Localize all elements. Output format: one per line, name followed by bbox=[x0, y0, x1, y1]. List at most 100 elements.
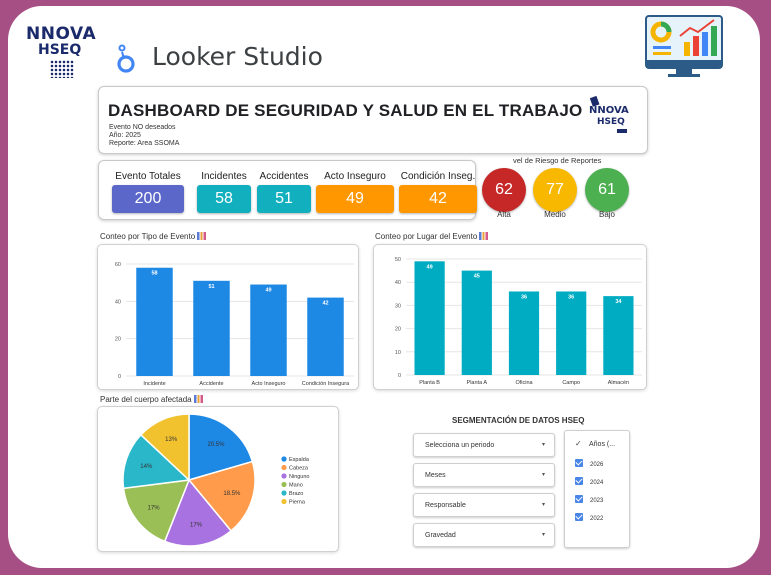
years-header: Años (... bbox=[589, 441, 616, 448]
x-tick-label: Accidente bbox=[199, 381, 223, 387]
checkbox-checked-icon[interactable] bbox=[575, 459, 583, 467]
x-tick-label: Condición Insegura bbox=[302, 381, 350, 387]
chart-tipo-card[interactable]: 0 20 40 60 58 Incidente 51 Accidente 49 Acto Inse… bbox=[97, 244, 359, 390]
kpi-label: Evento Totales bbox=[115, 171, 181, 182]
data-label: 58 bbox=[151, 271, 157, 277]
chart-tipo-svg: 0 20 40 60 58 Incidente 51 Accidente 49 Acto Inse… bbox=[115, 262, 354, 387]
header-logo: NNOVA HSEQ bbox=[587, 95, 633, 139]
header-meta-event: Evento NO deseados bbox=[109, 124, 176, 131]
risk-value: 62 bbox=[482, 168, 526, 212]
slice-label: 13% bbox=[165, 437, 178, 443]
checkbox-checked-icon[interactable] bbox=[575, 495, 583, 503]
risk-alta: 62 Alta bbox=[482, 168, 526, 219]
data-label: 34 bbox=[615, 299, 622, 305]
year-option[interactable]: 2024 bbox=[575, 477, 603, 486]
dashboard-header: DASHBOARD DE SEGURIDAD Y SALUD EN EL TRA… bbox=[98, 86, 648, 154]
bar bbox=[307, 297, 344, 376]
period-dropdown[interactable]: Selecciona un periodo ▾ bbox=[413, 433, 555, 457]
y-tick-label: 40 bbox=[395, 280, 401, 286]
years-select-all[interactable]: ✓ Años (... bbox=[575, 439, 615, 448]
pie-slice bbox=[139, 413, 190, 482]
legend-label: Ninguno bbox=[289, 474, 310, 480]
bar bbox=[461, 270, 492, 375]
legend-label: Espalda bbox=[289, 457, 310, 463]
header-logo-line2: HSEQ bbox=[597, 117, 625, 127]
chart-icon bbox=[197, 232, 207, 240]
bar bbox=[414, 261, 445, 375]
dropdown-label: Gravedad bbox=[425, 532, 456, 539]
kpi-panel: Evento Totales 200 Incidentes 58 Acciden… bbox=[98, 160, 477, 220]
chart-lugar-svg: 0 10 20 30 40 50 49 Planta B 45 Planta A 36 Oficina… bbox=[395, 257, 642, 386]
x-tick-label: Incidente bbox=[143, 381, 165, 387]
chart-lugar-title: Conteo por Lugar del Evento bbox=[375, 232, 489, 241]
legend-label: Cabeza bbox=[289, 466, 309, 472]
slice-label: 14% bbox=[140, 464, 153, 470]
chart-cuerpo-title: Parte del cuerpo afectada bbox=[100, 395, 203, 404]
data-label: 49 bbox=[265, 288, 271, 294]
legend-swatch bbox=[281, 456, 287, 462]
chart-tipo-title-text: Conteo por Tipo de Evento bbox=[100, 232, 196, 241]
year-label: 2024 bbox=[590, 480, 604, 486]
x-tick-label: Planta A bbox=[467, 380, 488, 386]
slice-label: 17% bbox=[148, 506, 161, 512]
checkbox-checked-icon[interactable] bbox=[575, 477, 583, 485]
pie-slice bbox=[187, 460, 256, 532]
logo-circuit-icon bbox=[50, 60, 74, 78]
looker-studio-icon bbox=[117, 44, 135, 73]
legend-label: Pierna bbox=[289, 500, 306, 506]
year-label: 2022 bbox=[590, 516, 604, 522]
gravedad-dropdown[interactable]: Gravedad ▾ bbox=[413, 523, 555, 547]
data-label: 49 bbox=[427, 264, 433, 270]
check-icon: ✓ bbox=[575, 439, 582, 448]
x-tick-label: Planta B bbox=[419, 380, 440, 386]
risk-medio: 77 Medio bbox=[533, 168, 577, 219]
bar bbox=[136, 267, 173, 376]
chart-lugar-card[interactable]: 0 10 20 30 40 50 49 Planta B 45 Planta A 36 Oficina… bbox=[373, 244, 647, 390]
chevron-down-icon: ▾ bbox=[541, 472, 545, 478]
year-option[interactable]: 2026 bbox=[575, 459, 603, 468]
y-tick-label: 20 bbox=[395, 327, 401, 333]
slice-label: 20.5% bbox=[207, 442, 225, 448]
risk-label: Bajo bbox=[598, 210, 615, 219]
chart-cuerpo-svg: 20.5% 18.5% 17% 17% 14% 13% Espalda Cabeza Ningu… bbox=[122, 413, 310, 547]
risk-value: 61 bbox=[585, 168, 629, 212]
data-label: 42 bbox=[322, 301, 328, 307]
header-meta-report: Reporte: Area SSOMA bbox=[109, 140, 180, 147]
chart-cuerpo-card[interactable]: 20.5% 18.5% 17% 17% 14% 13% Espalda Cabeza Ningu… bbox=[97, 406, 339, 552]
kpi-value: 42 bbox=[399, 185, 477, 213]
kpi-value: 200 bbox=[112, 185, 184, 213]
responsable-dropdown[interactable]: Responsable ▾ bbox=[413, 493, 555, 517]
bar bbox=[193, 280, 230, 376]
kpi-label: Accidentes bbox=[259, 171, 309, 182]
nnova-hseq-logo: NNOVA HSEQ bbox=[24, 24, 100, 82]
kpi-eventos-totales: Evento Totales 200 bbox=[112, 171, 184, 213]
risk-level-title: vel de Riesgo de Reportes bbox=[513, 156, 602, 165]
legend-swatch bbox=[281, 473, 287, 479]
legend-swatch bbox=[281, 490, 287, 496]
slice-label: 18.5% bbox=[223, 491, 241, 497]
y-tick-label: 10 bbox=[395, 350, 401, 356]
dropdown-label: Meses bbox=[425, 472, 446, 479]
pie-slice bbox=[122, 479, 191, 543]
data-label: 36 bbox=[568, 294, 574, 300]
bar bbox=[556, 291, 587, 375]
legend-label: Mano bbox=[289, 483, 303, 489]
chart-icon bbox=[479, 232, 489, 240]
checkbox-checked-icon[interactable] bbox=[575, 513, 583, 521]
kpi-label: Acto Inseguro bbox=[324, 171, 386, 182]
y-tick-label: 0 bbox=[398, 373, 401, 379]
y-tick-label: 50 bbox=[395, 257, 401, 263]
segmentation-title: SEGMENTACIÓN DE DATOS HSEQ bbox=[452, 416, 585, 425]
chart-icon bbox=[193, 395, 203, 403]
year-option[interactable]: 2023 bbox=[575, 495, 603, 504]
dashboard-title: DASHBOARD DE SEGURIDAD Y SALUD EN EL TRA… bbox=[108, 101, 583, 120]
kpi-label: Incidentes bbox=[201, 171, 247, 182]
slice-label: 17% bbox=[190, 522, 203, 528]
meses-dropdown[interactable]: Meses ▾ bbox=[413, 463, 555, 487]
kpi-incidentes: Incidentes 58 bbox=[197, 171, 251, 213]
data-label: 45 bbox=[474, 274, 480, 280]
legend-swatch bbox=[281, 498, 287, 505]
year-label: 2026 bbox=[590, 462, 604, 468]
year-option[interactable]: 2022 bbox=[575, 513, 603, 522]
x-tick-label: Acto Inseguro bbox=[252, 381, 286, 387]
